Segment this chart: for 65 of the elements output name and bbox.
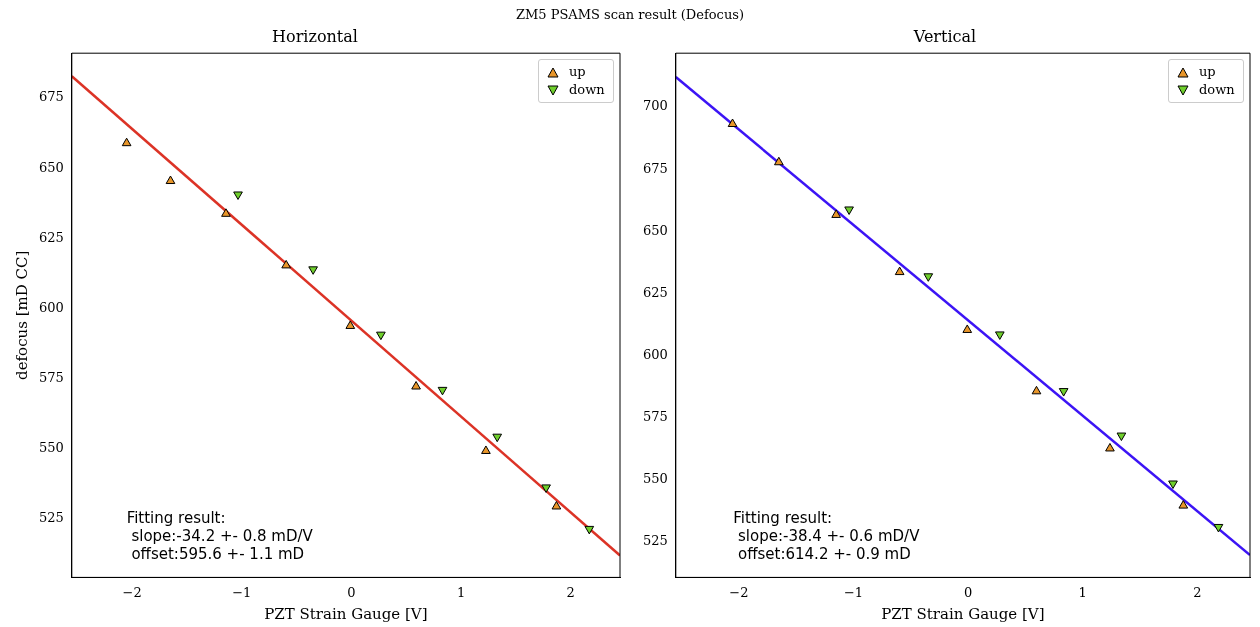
y-tick-label: 550	[38, 439, 64, 455]
point	[1178, 500, 1189, 509]
x-tick-label: 1	[1078, 584, 1087, 600]
point	[1213, 523, 1224, 533]
y-tick-label: 675	[38, 89, 64, 105]
point	[492, 433, 503, 443]
point	[994, 331, 1005, 340]
x-axis-title: PZT Strain Gauge [V]	[881, 604, 1045, 623]
annotation: Fitting result: slope:-38.4 +- 0.6 mD/V offset:614.2 +- 0.9 mD	[733, 509, 921, 564]
y-tick-label: 700	[642, 98, 668, 114]
legend-label: up	[569, 63, 586, 82]
legend-label: down	[569, 81, 605, 100]
y-tick-label: 550	[642, 471, 668, 487]
y-tick-label: 600	[38, 299, 64, 315]
y-tick-label: 625	[642, 284, 668, 300]
point	[165, 175, 176, 185]
point	[1058, 388, 1069, 397]
point	[345, 320, 356, 329]
x-tick-label: 1	[456, 584, 466, 600]
x-tick-label: −2	[122, 584, 142, 600]
point	[1168, 480, 1178, 489]
point	[831, 209, 841, 218]
point	[774, 156, 784, 166]
x-tick-label: 0	[347, 584, 356, 600]
y-tick-label: 650	[38, 159, 64, 175]
point	[281, 259, 291, 269]
point	[584, 525, 595, 535]
x-tick-label: 2	[566, 584, 575, 600]
y-tick-label: 650	[642, 222, 668, 238]
y-tick-label: 600	[642, 346, 668, 362]
point	[727, 118, 738, 127]
point	[437, 386, 448, 396]
point	[844, 206, 854, 215]
point	[411, 381, 421, 390]
annotation: Fitting result: slope:-34.2 +- 0.8 mD/V offset:595.6 +- 1.1 mD	[126, 509, 314, 564]
x-tick-label: −2	[729, 584, 749, 600]
point	[121, 137, 132, 147]
y-tick-label: 625	[38, 229, 64, 245]
point	[233, 191, 243, 200]
y-tick-label: 525	[642, 533, 668, 549]
y-axis-title: defocus [mD CC]	[12, 250, 31, 380]
y-tick-label: 575	[642, 409, 668, 425]
legend-label: up	[1199, 63, 1216, 82]
point	[376, 331, 386, 341]
x-axis-title: PZT Strain Gauge [V]	[264, 604, 428, 623]
y-tick-label: 525	[38, 509, 64, 525]
legend-label: down	[1199, 81, 1235, 100]
x-tick-label: 0	[963, 584, 973, 600]
x-tick-label: −1	[843, 584, 864, 600]
point	[894, 266, 905, 276]
y-tick-label: 575	[38, 369, 64, 385]
point	[962, 324, 973, 333]
point	[1116, 432, 1127, 442]
point	[541, 484, 551, 493]
chart-title: Vertical	[912, 26, 977, 46]
point	[923, 273, 934, 282]
y-tick-label: 675	[642, 160, 668, 176]
text: ZM5 PSAMS scan result (Defocus)	[514, 6, 745, 24]
chart-title: Horizontal	[272, 26, 358, 46]
x-tick-label: 2	[1193, 584, 1202, 600]
point	[221, 208, 231, 217]
point	[308, 266, 318, 275]
x-tick-label: −1	[232, 584, 252, 600]
point	[1105, 442, 1115, 452]
point	[1031, 385, 1042, 395]
